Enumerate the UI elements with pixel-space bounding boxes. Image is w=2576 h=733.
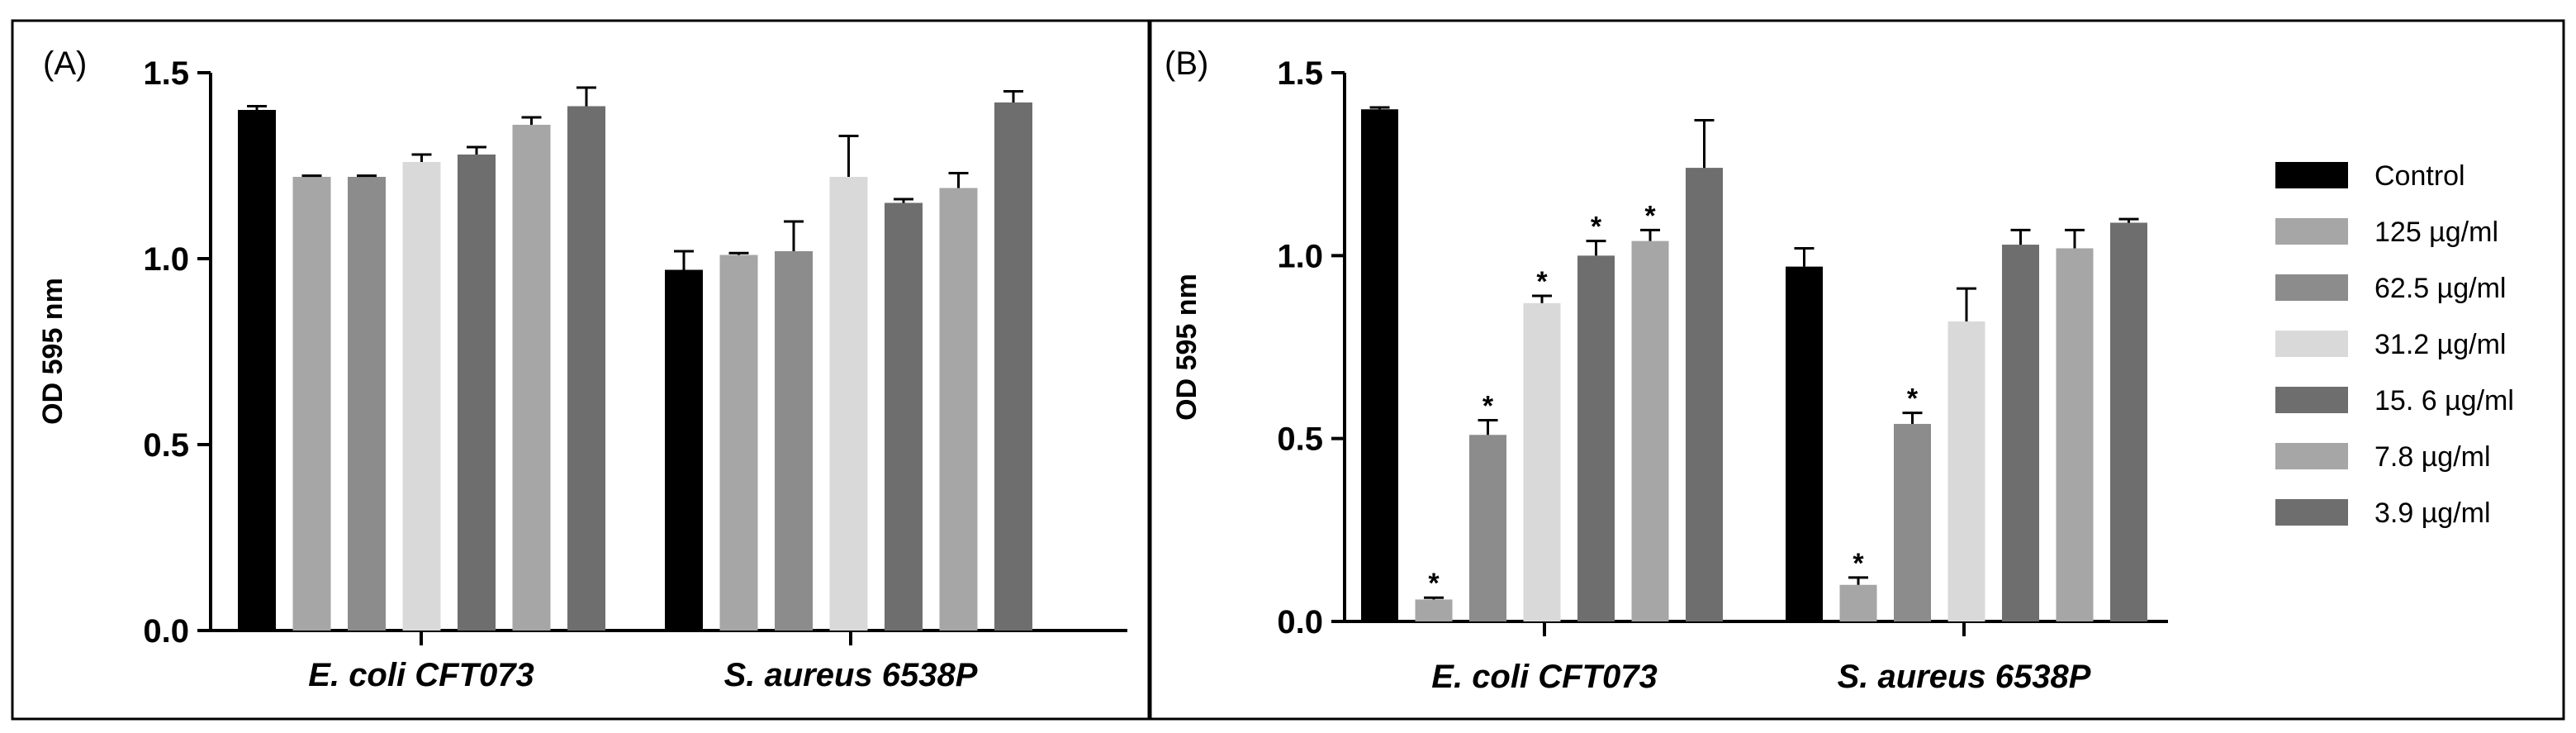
bar	[1686, 168, 1723, 622]
y-tick-label: 1.0	[143, 241, 189, 278]
bar	[1523, 302, 1561, 621]
y-tick-label: 1.5	[143, 55, 189, 92]
y-tick-label: 1.5	[1277, 55, 1323, 92]
panel-b-label: (B)	[1165, 45, 1208, 82]
significance-star: *	[1428, 568, 1440, 599]
legend-label: Control	[2374, 160, 2465, 192]
significance-star: *	[1483, 391, 1494, 422]
legend-swatch	[2275, 387, 2348, 413]
bar	[1577, 255, 1615, 621]
legend-swatch	[2275, 499, 2348, 526]
legend-swatch	[2275, 443, 2348, 469]
legend-swatch	[2275, 331, 2348, 357]
legend-label: 15. 6 µg/ml	[2374, 385, 2514, 416]
bar	[1469, 435, 1506, 621]
bar	[1415, 599, 1453, 621]
significance-star: *	[1591, 212, 1602, 243]
bar	[292, 177, 331, 631]
bar	[2056, 248, 2094, 621]
category-label: E. coli CFT073	[1431, 659, 1657, 695]
bar	[1631, 240, 1669, 621]
legend-label: 7.8 µg/ml	[2374, 441, 2491, 473]
bar	[567, 106, 605, 631]
bar	[829, 177, 868, 631]
bar	[1361, 109, 1398, 621]
legend-swatch	[2275, 218, 2348, 245]
y-tick-label: 0.0	[143, 613, 189, 650]
bar	[1839, 584, 1877, 621]
legend-label: 62.5 µg/ml	[2374, 273, 2506, 304]
bar	[1894, 423, 1931, 621]
panel-b-plot: 0.0 0.5 1.0 1.5 OD 595 nm E. coli CFT073 S. au…	[1171, 55, 2168, 695]
bar	[2002, 245, 2039, 621]
significance-star: *	[1907, 383, 1919, 415]
bar	[665, 269, 703, 631]
bar	[1786, 266, 1823, 621]
bar	[458, 155, 496, 631]
bar	[775, 251, 813, 631]
bar	[2110, 222, 2147, 621]
y-axis-label: OD 595 nm	[1171, 274, 1203, 421]
bar	[348, 177, 386, 631]
category-label: E. coli CFT073	[308, 657, 534, 693]
panel-a-label: (A)	[43, 45, 87, 82]
bar	[402, 162, 441, 631]
legend-label: 125 µg/ml	[2374, 217, 2498, 248]
legend-label: 31.2 µg/ml	[2374, 329, 2506, 360]
bar	[994, 102, 1032, 631]
legend-swatch	[2275, 162, 2348, 188]
legend-swatch	[2275, 274, 2348, 301]
legend: Control 125 µg/ml 62.5 µg/ml 31.2 µg/ml 15. …	[2275, 160, 2514, 529]
bar	[512, 125, 551, 631]
bar	[1947, 321, 1985, 621]
category-label: S. aureus 6538P	[724, 657, 978, 693]
y-tick-label: 1.0	[1277, 238, 1323, 274]
y-tick-label: 0.5	[143, 427, 189, 464]
significance-star: *	[1536, 266, 1548, 297]
y-tick-label: 0.5	[1277, 421, 1323, 458]
bar	[238, 110, 276, 631]
bar	[939, 188, 978, 631]
bar	[885, 202, 923, 631]
category-label: S. aureus 6538P	[1838, 659, 2091, 695]
bar	[719, 255, 758, 631]
y-axis-label: OD 595 nm	[37, 278, 69, 425]
significance-star: *	[1853, 548, 1864, 579]
legend-label: 3.9 µg/ml	[2374, 497, 2491, 529]
significance-star: *	[1644, 200, 1656, 231]
y-tick-label: 0.0	[1277, 604, 1323, 640]
panel-a-plot: 0.0 0.5 1.0 1.5 OD 595 nm E. coli CFT073 S. au…	[37, 55, 1127, 693]
